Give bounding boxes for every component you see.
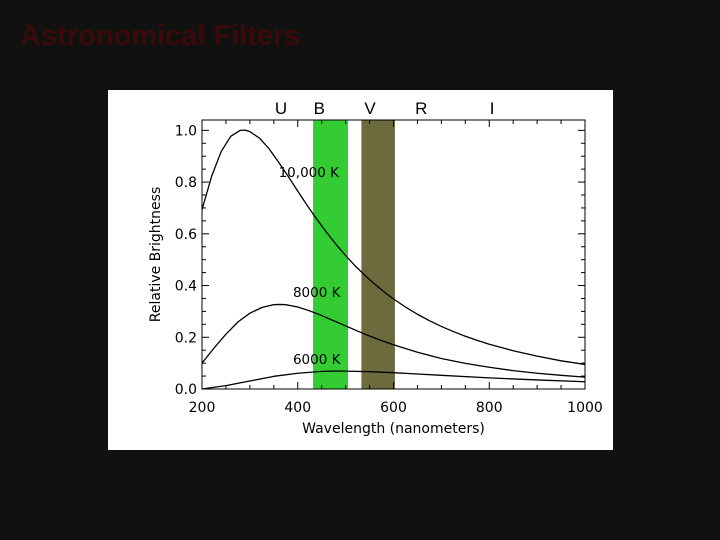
filter-band-0 <box>313 120 349 389</box>
y-tick-label: 0.6 <box>175 227 197 243</box>
filter-letter-u: U <box>275 99 287 118</box>
curve-label: 8000 K <box>293 285 342 301</box>
curve-10000k <box>201 129 586 366</box>
curve-labels: 10,000 K 8000 K 6000 K <box>279 165 342 368</box>
y-tick-label: 0.4 <box>175 279 197 295</box>
blackbody-curves <box>201 129 586 390</box>
curve-label: 6000 K <box>293 352 342 368</box>
blackbody-chart: 200 400 600 800 1000 0.0 0.2 0.4 0.6 0.8 1.0 U B V R I… <box>148 99 603 437</box>
x-tick-label: 800 <box>476 400 503 416</box>
y-tick-label: 0.2 <box>175 330 197 346</box>
filter-letter-b: B <box>314 99 325 118</box>
filter-letter-r: R <box>415 99 427 118</box>
curve-8000k <box>201 303 586 378</box>
curve-label: 10,000 K <box>279 165 341 181</box>
filter-band-1 <box>361 120 395 389</box>
x-tick-label: 200 <box>189 400 216 416</box>
axis-ticks <box>201 120 586 390</box>
slide-title: Astronomical Filters <box>20 20 301 52</box>
chart-panel: 200 400 600 800 1000 0.0 0.2 0.4 0.6 0.8 1.0 U B V R I… <box>108 90 613 450</box>
x-tick-label: 1000 <box>567 400 603 416</box>
y-axis-label: Relative Brightness <box>148 187 164 322</box>
y-tick-label: 0.0 <box>175 382 197 398</box>
curve-6000k <box>201 370 586 390</box>
y-tick-label: 0.8 <box>175 175 197 191</box>
x-axis-label: Wavelength (nanometers) <box>302 421 485 437</box>
filter-letter-i: I <box>490 99 495 118</box>
axis-tick-labels: 200 400 600 800 1000 0.0 0.2 0.4 0.6 0.8 1.0 <box>175 123 603 416</box>
x-tick-label: 600 <box>380 400 407 416</box>
filter-bands <box>313 120 395 389</box>
y-tick-label: 1.0 <box>175 123 197 139</box>
filter-letter-v: V <box>364 99 376 118</box>
x-tick-label: 400 <box>284 400 311 416</box>
